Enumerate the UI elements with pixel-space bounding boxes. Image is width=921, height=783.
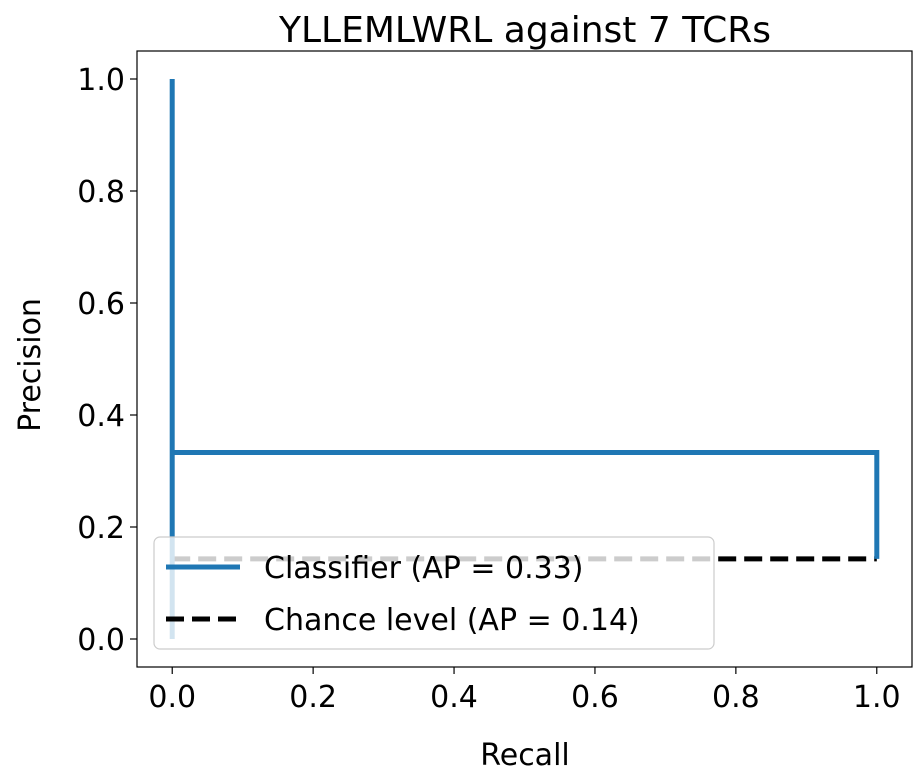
legend: Classifier (AP = 0.33) Chance level (AP =… (153, 536, 715, 650)
chart-title: YLLEMLWRL against 7 TCRs (278, 10, 771, 51)
y-tick-label: 0.6 (77, 287, 125, 322)
series-line-classifier (169, 79, 880, 639)
x-tick-label: 0.6 (571, 680, 619, 715)
y-tick-label: 0.2 (77, 511, 125, 546)
y-tick-label: 1.0 (77, 63, 125, 98)
y-tick-label: 0.8 (77, 175, 125, 210)
y-axis-title: Precision (13, 298, 48, 432)
legend-box (153, 536, 715, 650)
legend-label-chance-level: Chance level (AP = 0.14) (264, 603, 640, 638)
x-axis-title: Recall (480, 738, 570, 773)
y-tick-label: 0.4 (77, 399, 125, 434)
x-tick-label: 0.2 (289, 680, 337, 715)
y-tick-label: 0.0 (77, 623, 125, 658)
legend-label-classifier: Classifier (AP = 0.33) (264, 551, 584, 586)
x-tick-label: 0.8 (712, 680, 760, 715)
x-tick-label: 0.0 (148, 680, 196, 715)
x-tick-label: 1.0 (853, 680, 901, 715)
x-tick-label: 0.4 (430, 680, 478, 715)
plot-frame (136, 50, 913, 668)
